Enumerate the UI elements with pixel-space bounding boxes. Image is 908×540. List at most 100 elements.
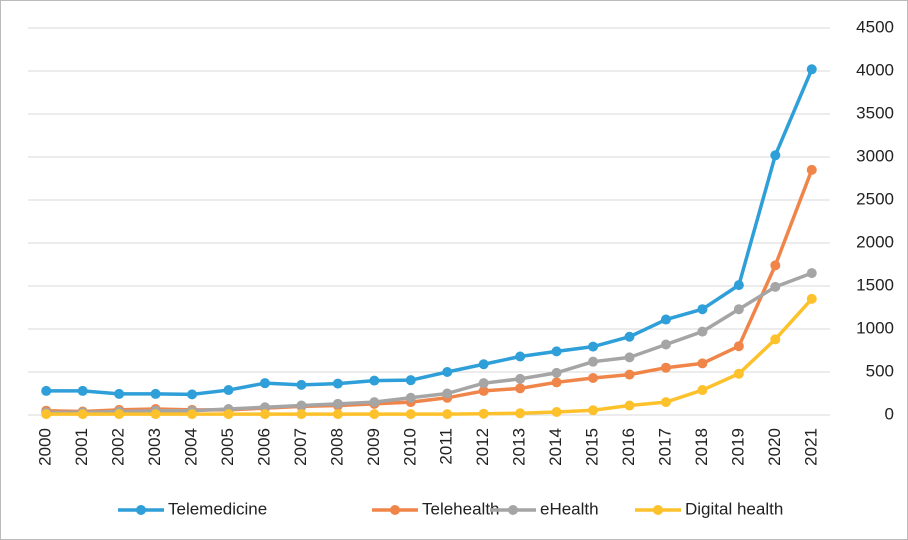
data-point <box>588 341 599 352</box>
x-tick-label: 2013 <box>510 428 529 466</box>
data-point <box>114 409 125 420</box>
data-point <box>624 369 635 380</box>
y-tick-label: 3000 <box>856 146 894 165</box>
legend-label: eHealth <box>540 499 599 518</box>
data-point <box>259 409 270 420</box>
data-point <box>770 260 781 271</box>
legend-label: Telehealth <box>422 499 500 518</box>
data-point <box>770 281 781 292</box>
data-point <box>551 406 562 417</box>
x-tick-label: 2010 <box>400 428 419 466</box>
x-tick-label: 2019 <box>728 428 747 466</box>
series-line <box>46 297 814 416</box>
data-point <box>806 268 817 279</box>
x-tick-label: 2011 <box>437 428 456 465</box>
data-point <box>770 334 781 345</box>
data-point <box>624 352 635 363</box>
data-point <box>551 367 562 378</box>
x-tick-label: 2002 <box>109 428 128 466</box>
x-tick-label: 2020 <box>765 428 784 466</box>
data-point <box>478 408 489 419</box>
x-tick-label: 2003 <box>145 428 164 466</box>
data-point <box>478 378 489 389</box>
y-tick-label: 1500 <box>856 275 894 294</box>
legend-marker <box>390 505 400 515</box>
data-point <box>660 397 671 408</box>
series-line <box>46 271 813 415</box>
x-tick-label: 2021 <box>801 428 820 466</box>
data-point <box>697 304 708 315</box>
data-point <box>114 388 125 399</box>
legend-marker <box>508 505 518 515</box>
data-point <box>187 389 198 400</box>
data-point <box>588 356 599 367</box>
data-point <box>624 331 635 342</box>
data-point <box>223 409 234 420</box>
data-point <box>733 341 744 352</box>
data-point <box>515 351 526 362</box>
legend-label: Digital health <box>685 499 783 518</box>
data-point <box>697 358 708 369</box>
data-point <box>332 378 343 389</box>
data-point <box>697 385 708 396</box>
x-tick-label: 2006 <box>254 428 273 466</box>
y-tick-label: 2500 <box>856 189 894 208</box>
x-tick-label: 2012 <box>473 428 492 466</box>
data-point <box>77 409 88 420</box>
data-point <box>733 280 744 291</box>
y-tick-label: 3500 <box>856 103 894 122</box>
data-point <box>515 383 526 394</box>
data-point <box>405 392 416 403</box>
x-tick-label: 2015 <box>583 428 602 466</box>
data-point <box>259 378 270 389</box>
data-point <box>660 314 671 325</box>
series-line <box>46 68 814 397</box>
data-point <box>588 405 599 416</box>
x-tick-label: 2016 <box>619 428 638 466</box>
data-point <box>442 388 453 399</box>
x-tick-label: 2007 <box>291 428 310 466</box>
data-point <box>770 150 781 161</box>
y-tick-label: 4000 <box>856 60 894 79</box>
x-tick-label: 2005 <box>218 428 237 466</box>
data-point <box>223 385 234 396</box>
x-tick-label: 2017 <box>655 428 674 466</box>
data-point <box>515 373 526 384</box>
data-point <box>660 339 671 350</box>
x-tick-label: 2004 <box>182 428 201 466</box>
data-point <box>150 409 161 420</box>
data-point <box>806 293 817 304</box>
data-point <box>733 304 744 315</box>
data-point <box>41 409 52 420</box>
data-point <box>369 409 380 420</box>
y-tick-label: 2000 <box>856 232 894 251</box>
data-point <box>624 400 635 411</box>
data-point <box>733 368 744 379</box>
data-point <box>551 346 562 357</box>
data-point <box>187 409 198 420</box>
data-point <box>806 64 817 75</box>
data-point <box>478 385 489 396</box>
x-tick-label: 2009 <box>364 428 383 466</box>
legend-marker <box>653 505 663 515</box>
data-point <box>697 326 708 337</box>
legend-label: Telemedicine <box>168 499 267 518</box>
data-point <box>296 400 307 411</box>
data-point <box>588 373 599 384</box>
data-point <box>478 359 489 370</box>
x-tick-label: 2014 <box>546 428 565 466</box>
data-point <box>369 397 380 408</box>
x-tick-label: 2018 <box>692 428 711 466</box>
data-point <box>515 408 526 419</box>
data-point <box>405 375 416 386</box>
data-point <box>442 367 453 377</box>
data-point <box>41 385 52 396</box>
data-point <box>259 402 270 413</box>
y-tick-label: 500 <box>866 361 894 380</box>
data-point <box>551 377 562 388</box>
data-point <box>150 388 161 399</box>
x-tick-label: 2008 <box>327 428 346 466</box>
data-point <box>332 409 343 420</box>
data-point <box>332 398 343 409</box>
